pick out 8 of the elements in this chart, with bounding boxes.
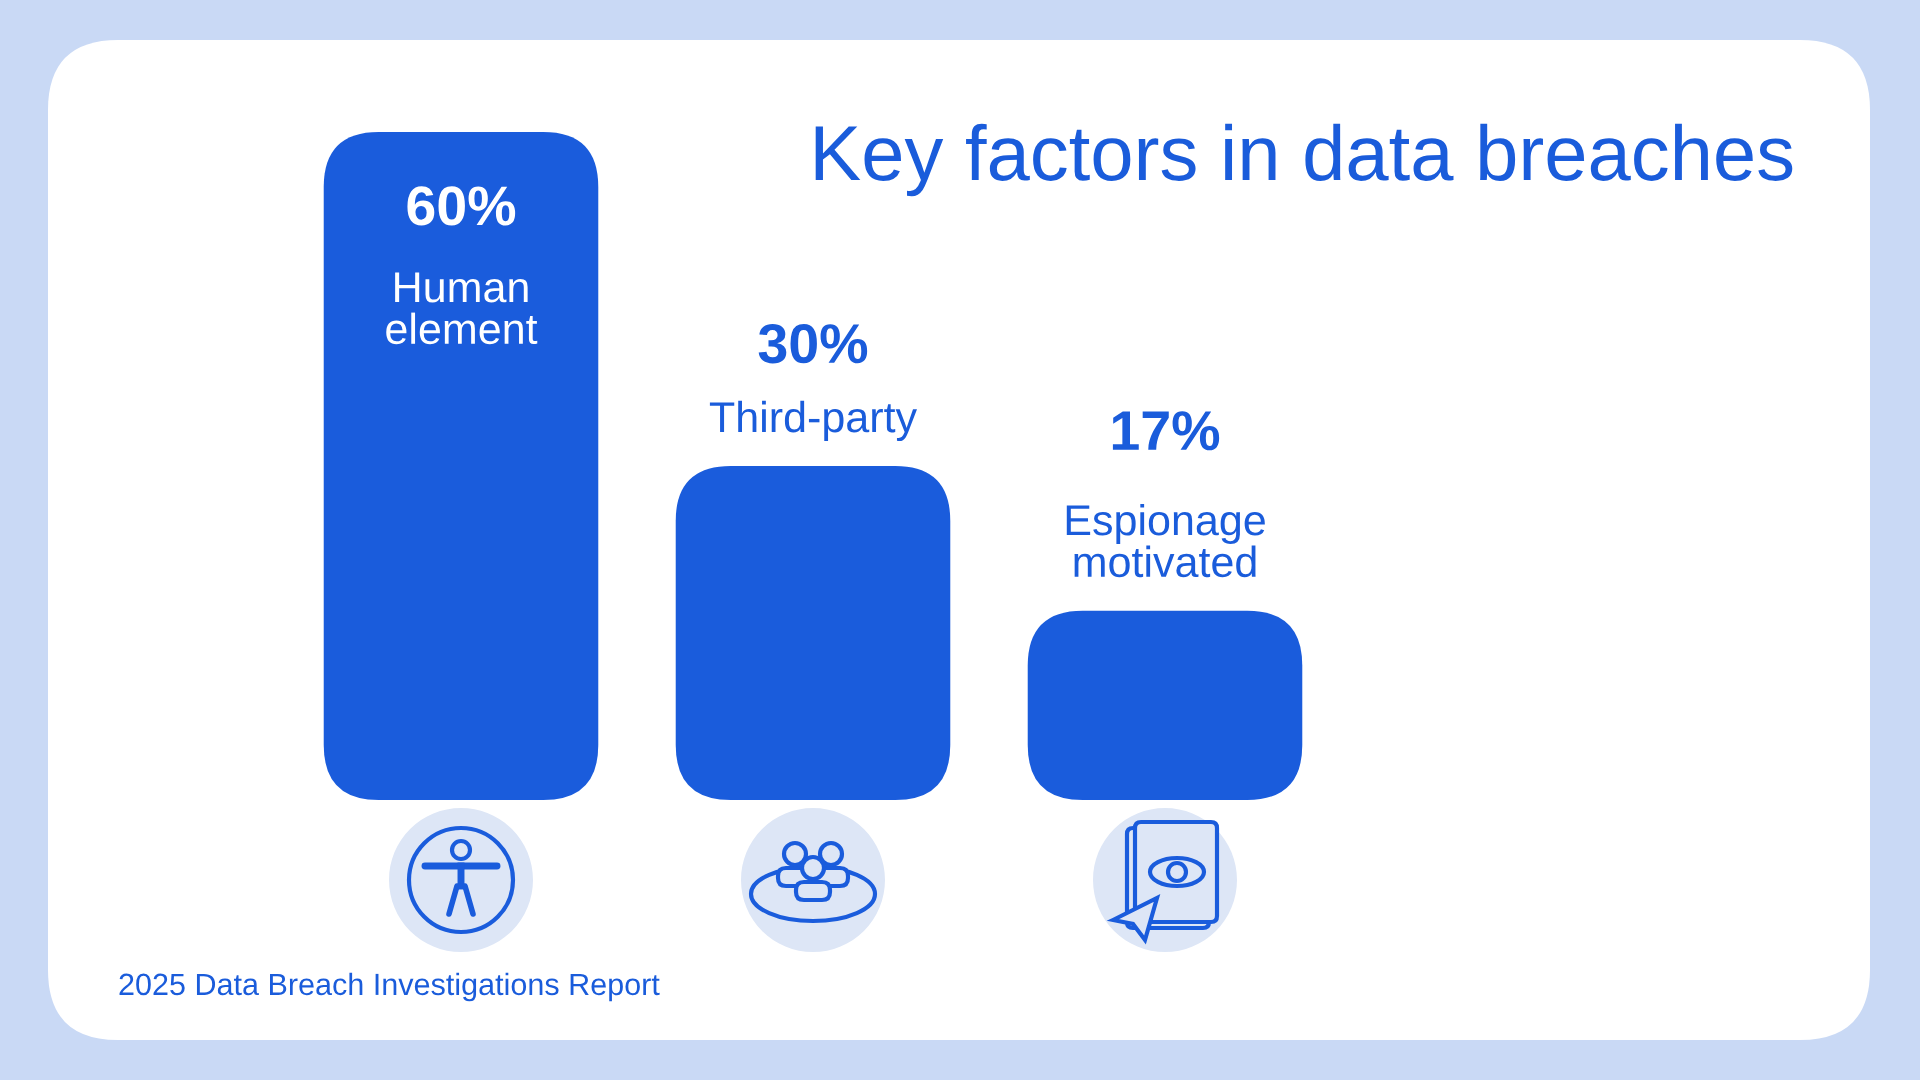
x-tick-label: Third-party <box>709 400 917 441</box>
x-tick-label: Espionage motivated <box>1066 503 1265 578</box>
x-tick-label: Human element <box>386 272 538 345</box>
chart-title: Key factors in data breaches <box>815 123 1793 197</box>
data-label: 30% <box>758 324 868 364</box>
text: 2025 Data Breach Investigations Report <box>119 972 660 1002</box>
data-label: 60% <box>407 186 516 226</box>
data-label: 17% <box>1112 411 1220 451</box>
